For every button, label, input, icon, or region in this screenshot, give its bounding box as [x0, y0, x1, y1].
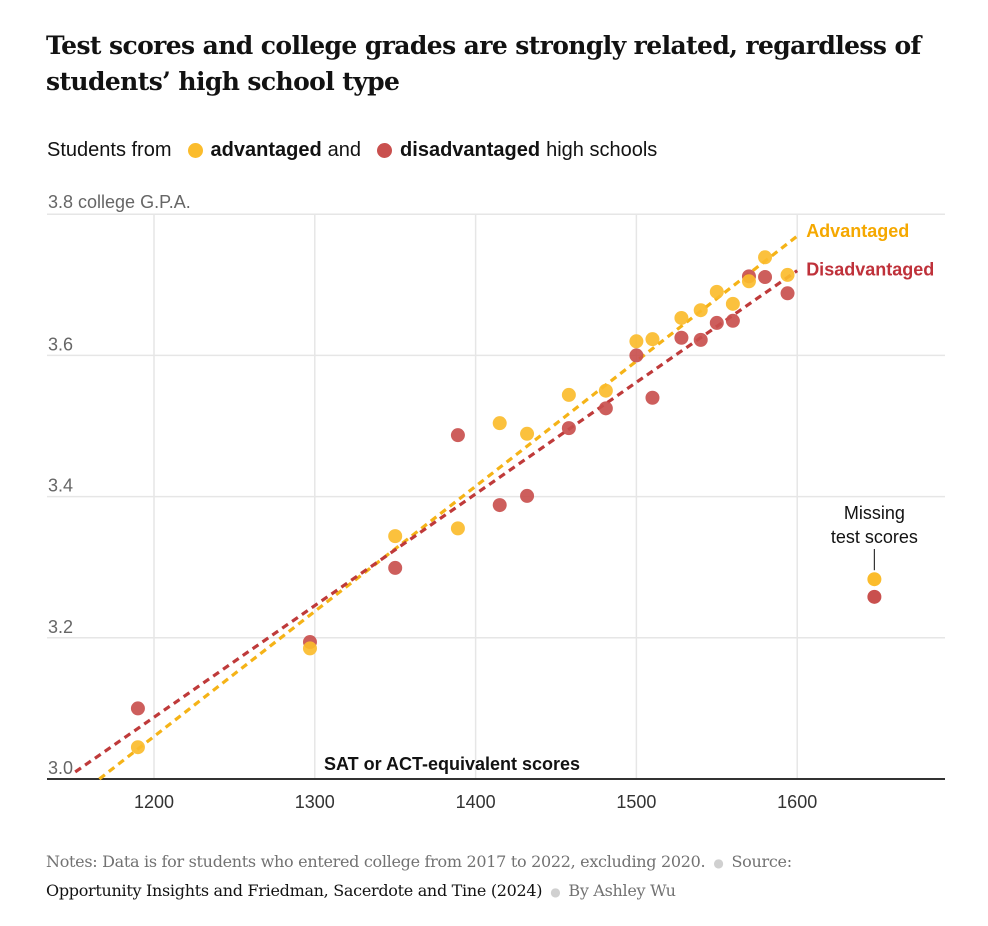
x-tick-label: 1400 [456, 792, 496, 812]
disadvantaged-trend-label: Disadvantaged [806, 260, 934, 280]
separator-dot-icon: ● [550, 885, 561, 899]
y-tick-label: 3.8 college G.P.A. [48, 192, 191, 212]
disadvantaged-trend-line [74, 269, 799, 774]
chart-title: Test scores and college grades are stron… [46, 31, 921, 96]
advantaged-point [709, 284, 724, 299]
legend-and: and [327, 139, 362, 161]
disadvantaged-point [674, 330, 689, 345]
disadvantaged-point [492, 498, 507, 513]
advantaged-point [450, 521, 465, 536]
disadvantaged-missing-scores-point [867, 589, 882, 604]
annotation-text: Missing [844, 503, 905, 523]
advantaged-point [520, 426, 535, 441]
source-label: Source: [731, 852, 793, 871]
data-points [130, 250, 882, 755]
advantaged-point [561, 387, 576, 402]
trend-lines [74, 234, 799, 781]
advantaged-point [674, 310, 689, 325]
advantaged-point [725, 296, 740, 311]
disadvantaged-point [725, 313, 740, 328]
notes-text: Notes: Data is for students who entered … [46, 852, 706, 871]
separator-dot-icon: ● [713, 856, 724, 870]
advantaged-point [598, 383, 613, 398]
advantaged-point [388, 529, 403, 544]
legend-advantaged-dot-icon [187, 143, 203, 158]
disadvantaged-point [693, 332, 708, 347]
annotation-text: test scores [831, 527, 918, 547]
disadvantaged-point [645, 390, 660, 405]
advantaged-point [302, 641, 317, 656]
disadvantaged-point [520, 488, 535, 503]
disadvantaged-point [709, 315, 724, 330]
x-tick-label: 1200 [134, 792, 174, 812]
legend: Students from advantaged and disadvantag… [47, 139, 657, 162]
source-text: Opportunity Insights and Friedman, Sacer… [46, 881, 543, 900]
x-axis-title: SAT or ACT-equivalent scores [324, 754, 580, 774]
advantaged-point [693, 303, 708, 318]
legend-prefix: Students from [47, 139, 172, 161]
scatter-chart: 3.0 3.2 3.4 3.6 3.8 college G.P.A. 1200 1300 14… [47, 192, 945, 812]
y-tick-label: 3.2 [48, 617, 73, 637]
y-tick-label: 3.6 [48, 334, 73, 354]
advantaged-missing-scores-point [867, 572, 882, 587]
advantaged-point [758, 250, 773, 265]
x-tick-label: 1500 [616, 792, 656, 812]
x-tick-label: 1600 [777, 792, 817, 812]
byline: By Ashley Wu [568, 881, 676, 900]
advantaged-point [645, 332, 660, 347]
x-tick-label: 1300 [295, 792, 335, 812]
advantaged-trend-label: Advantaged [806, 221, 909, 241]
advantaged-point [629, 334, 644, 349]
footer-notes: Notes: Data is for students who entered … [46, 848, 946, 906]
disadvantaged-point [780, 286, 795, 301]
disadvantaged-point [130, 701, 145, 716]
chart-labels: 3.0 3.2 3.4 3.6 3.8 college G.P.A. 1200 1300 14… [48, 192, 934, 812]
legend-suffix: high schools [546, 139, 658, 161]
disadvantaged-point [598, 401, 613, 416]
advantaged-point [130, 740, 145, 755]
advantaged-point [492, 416, 507, 431]
disadvantaged-point [629, 348, 644, 363]
legend-disadvantaged-label: disadvantaged [400, 139, 541, 161]
disadvantaged-point [758, 270, 773, 285]
advantaged-point [780, 267, 795, 282]
legend-disadvantaged-dot-icon [377, 143, 393, 158]
disadvantaged-point [561, 421, 576, 436]
disadvantaged-point [388, 560, 403, 575]
advantaged-point [741, 274, 756, 289]
y-tick-label: 3.4 [48, 476, 73, 496]
grid [47, 213, 945, 780]
disadvantaged-point [450, 428, 465, 443]
y-tick-label: 3.0 [48, 758, 73, 778]
advantaged-trend-line [98, 234, 799, 781]
legend-advantaged-label: advantaged [210, 139, 322, 161]
